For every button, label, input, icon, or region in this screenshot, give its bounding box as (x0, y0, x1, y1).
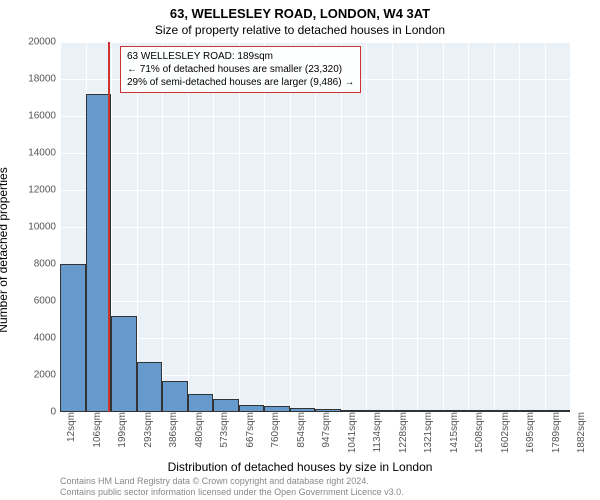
x-tick-label: 947sqm (319, 412, 332, 448)
y-tick-label: 6000 (34, 296, 60, 307)
x-tick-label: 1041sqm (345, 412, 358, 453)
x-tick-label: 573sqm (217, 412, 230, 448)
histogram-bar (494, 410, 520, 412)
y-tick-label: 8000 (34, 259, 60, 270)
x-tick-label: 1882sqm (574, 412, 587, 453)
histogram-bar (213, 399, 239, 412)
y-tick-label: 12000 (28, 185, 60, 196)
histogram-bar (86, 94, 112, 412)
page-title: 63, WELLESLEY ROAD, LONDON, W4 3AT (0, 0, 600, 21)
property-marker-line (108, 42, 110, 412)
gridline-v (341, 42, 342, 412)
gridline-v (290, 42, 291, 412)
annotation-line: 29% of semi-detached houses are larger (… (127, 76, 354, 89)
x-tick-label: 386sqm (166, 412, 179, 448)
footer-line-2: Contains public sector information licen… (60, 487, 590, 498)
histogram-bar (392, 410, 418, 412)
footer-line-1: Contains HM Land Registry data © Crown c… (60, 476, 590, 487)
gridline-v (213, 42, 214, 412)
gridline-v (366, 42, 367, 412)
gridline-v (570, 42, 571, 412)
histogram-bar (366, 410, 392, 412)
histogram-bar (545, 410, 571, 412)
histogram-bar (239, 405, 265, 412)
histogram-bar (290, 408, 316, 412)
y-tick-label: 4000 (34, 333, 60, 344)
histogram-bar (315, 409, 341, 412)
histogram-bar (468, 410, 494, 412)
gridline-v (239, 42, 240, 412)
y-tick-label: 18000 (28, 74, 60, 85)
gridline-v (315, 42, 316, 412)
y-tick-label: 14000 (28, 148, 60, 159)
histogram-bar (162, 381, 188, 412)
y-axis-label: Number of detached properties (0, 167, 10, 332)
x-tick-label: 667sqm (243, 412, 256, 448)
x-tick-label: 106sqm (90, 412, 103, 448)
x-tick-label: 1134sqm (370, 412, 383, 452)
gridline-v (519, 42, 520, 412)
gridline-v (494, 42, 495, 412)
x-tick-label: 1508sqm (472, 412, 485, 453)
gridline-v (417, 42, 418, 412)
x-tick-label: 293sqm (141, 412, 154, 448)
y-tick-label: 20000 (28, 37, 60, 48)
y-tick-label: 2000 (34, 370, 60, 381)
gridline-v (162, 42, 163, 412)
gridline-v (468, 42, 469, 412)
x-tick-label: 1602sqm (498, 412, 511, 453)
annotation-line: ← 71% of detached houses are smaller (23… (127, 63, 354, 76)
x-tick-label: 1695sqm (523, 412, 536, 453)
gridline-h (60, 412, 570, 413)
gridline-v (443, 42, 444, 412)
gridline-v (545, 42, 546, 412)
x-tick-label: 760sqm (268, 412, 281, 448)
x-tick-label: 199sqm (115, 412, 128, 448)
histogram-bar (519, 410, 545, 412)
y-tick-label: 10000 (28, 222, 60, 233)
x-tick-label: 1415sqm (447, 412, 460, 453)
gridline-v (264, 42, 265, 412)
x-tick-label: 1789sqm (549, 412, 562, 453)
y-tick-label: 0 (50, 407, 60, 418)
histogram-bar (443, 410, 469, 412)
histogram-bar (341, 410, 367, 412)
x-tick-label: 854sqm (294, 412, 307, 448)
gridline-v (392, 42, 393, 412)
x-tick-label: 480sqm (192, 412, 205, 448)
histogram-bar (60, 264, 86, 412)
footer-attribution: Contains HM Land Registry data © Crown c… (60, 476, 590, 498)
page-subtitle: Size of property relative to detached ho… (0, 21, 600, 37)
chart-plot-area: 0200040006000800010000120001400016000180… (60, 42, 570, 412)
histogram-bar (417, 410, 443, 412)
gridline-v (188, 42, 189, 412)
histogram-bar (137, 362, 163, 412)
y-tick-label: 16000 (28, 111, 60, 122)
x-tick-label: 12sqm (64, 412, 77, 442)
gridline-v (137, 42, 138, 412)
annotation-line: 63 WELLESLEY ROAD: 189sqm (127, 50, 354, 63)
histogram-bar (264, 406, 290, 412)
annotation-box: 63 WELLESLEY ROAD: 189sqm← 71% of detach… (120, 46, 361, 93)
x-tick-label: 1321sqm (421, 412, 434, 453)
histogram-bar (188, 394, 214, 413)
histogram-bar (111, 316, 137, 412)
x-axis-label: Distribution of detached houses by size … (0, 460, 600, 474)
x-tick-label: 1228sqm (396, 412, 409, 453)
